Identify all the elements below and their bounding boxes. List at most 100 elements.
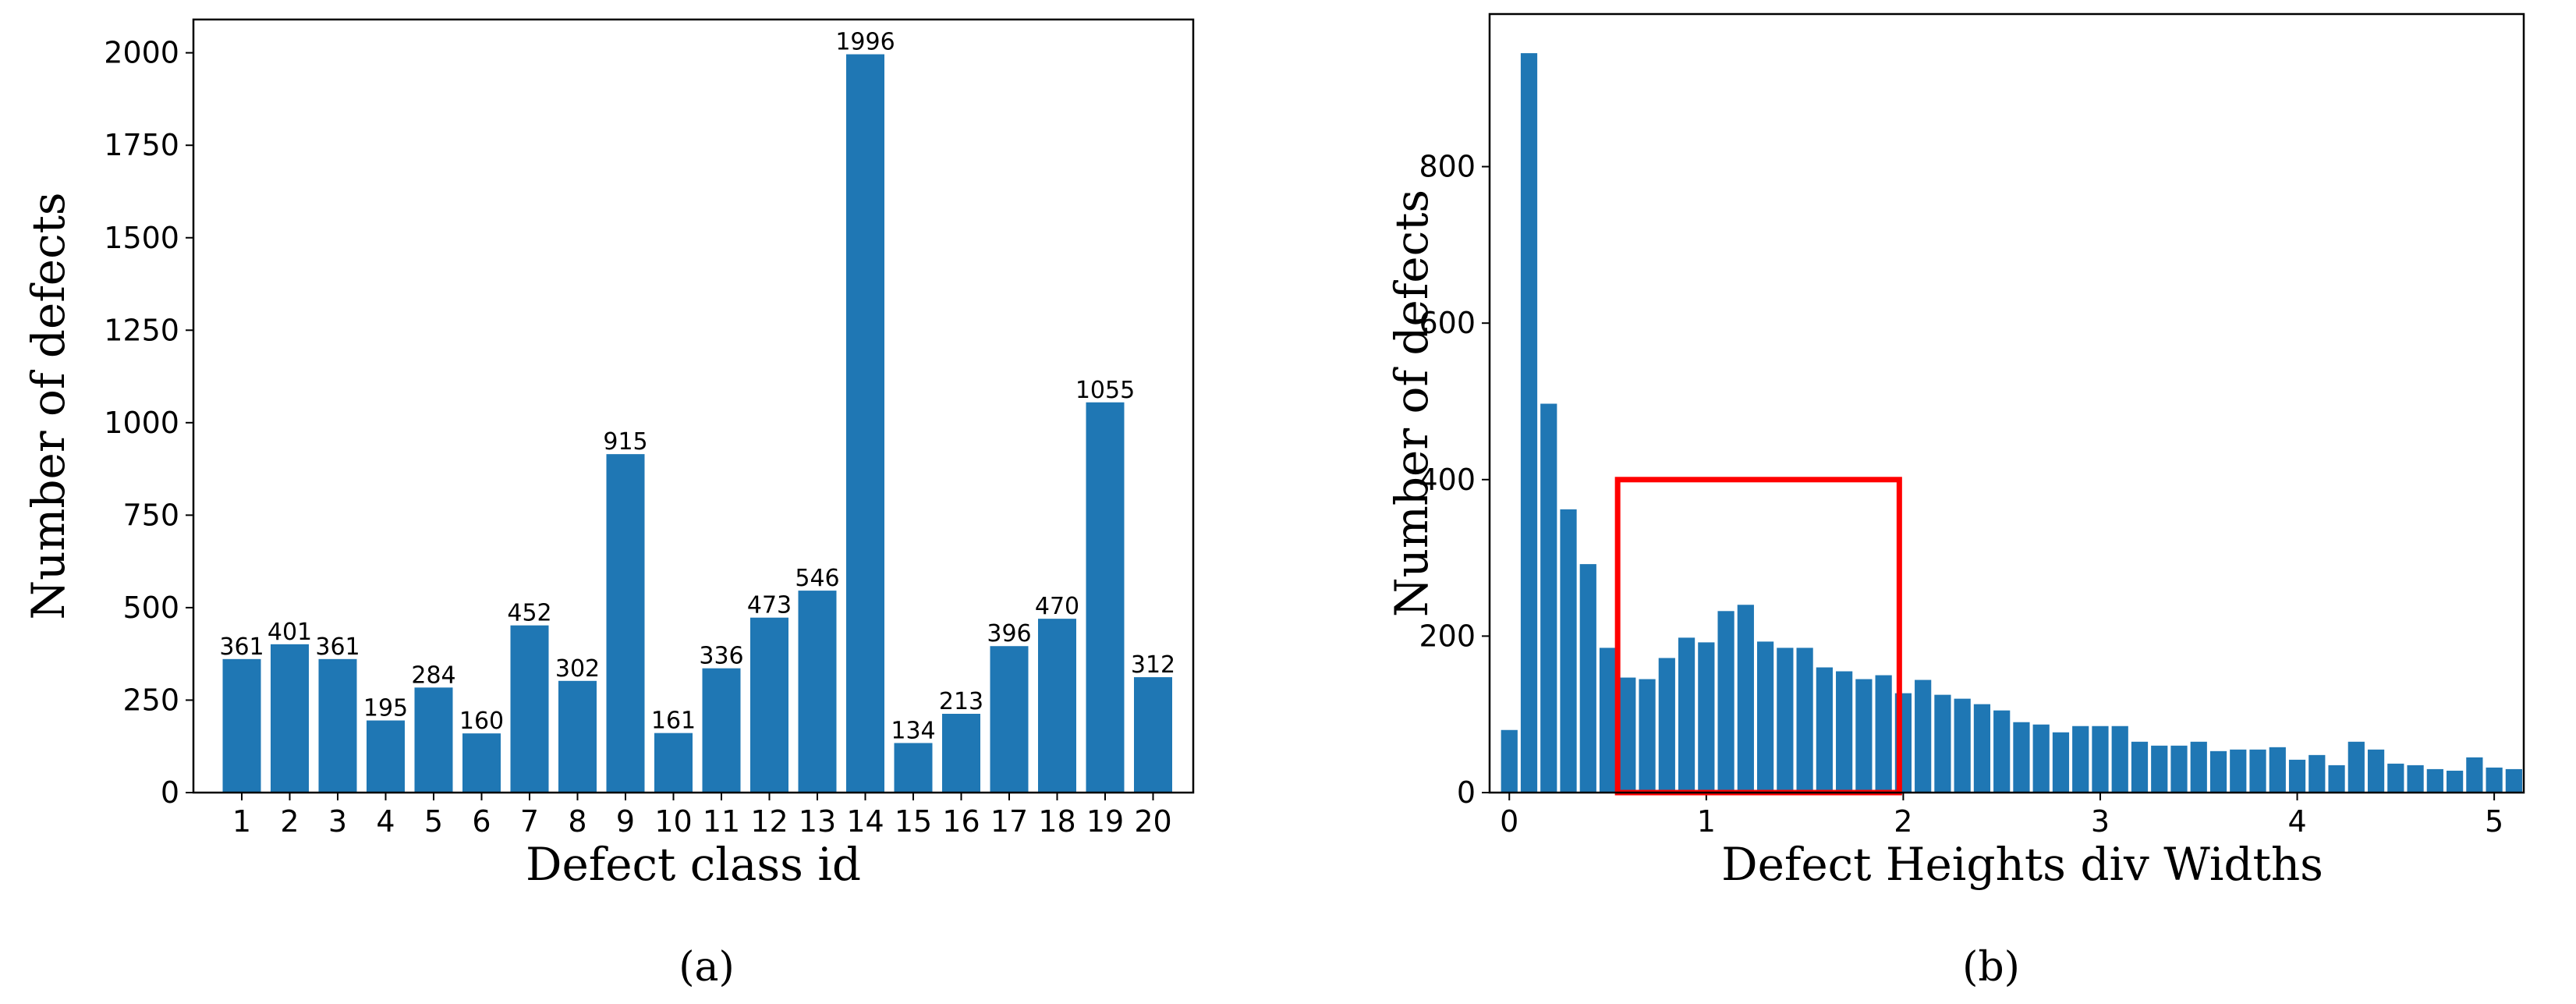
chart-a-data-label: 915 xyxy=(603,428,647,456)
chart-b-bar xyxy=(1520,53,1538,793)
chart-b-bar xyxy=(2111,726,2128,793)
chart-a-bar xyxy=(1134,677,1172,793)
chart-b-bar xyxy=(1993,710,2011,793)
chart-b-bars xyxy=(1501,53,2522,793)
chart-a-bar xyxy=(414,687,453,793)
chart-b-bar xyxy=(1698,642,1715,793)
chart-b-bar xyxy=(2486,767,2503,793)
chart-b-bar xyxy=(1836,671,1853,793)
chart-a-data-label: 1055 xyxy=(1075,377,1135,404)
chart-a-x-axis-label: Defect class id xyxy=(526,838,861,891)
chart-a-bars xyxy=(222,54,1172,793)
chart-b: 0 1 2 3 4 5 0 200 400 600 800 Defect Heights div … xyxy=(1385,12,2525,991)
chart-a-y-tick-label: 750 xyxy=(122,498,179,532)
chart-a-bar xyxy=(367,720,405,793)
chart-a-bar xyxy=(846,54,884,793)
chart-b-y-tick-label: 0 xyxy=(1457,775,1476,810)
chart-a-data-label: 452 xyxy=(507,600,551,627)
chart-b-x-ticks: 0 1 2 3 4 5 xyxy=(1500,793,2503,839)
chart-a-y-tick-label: 1000 xyxy=(104,406,179,440)
chart-b-bar xyxy=(1599,647,1617,793)
chart-a-bar xyxy=(1086,402,1125,793)
chart-b-bar xyxy=(2426,768,2443,793)
chart-a-x-tick-label: 1 xyxy=(232,804,251,839)
chart-a-x-tick-label: 4 xyxy=(376,804,395,839)
chart-b-bar xyxy=(2013,722,2030,793)
chart-b-bar xyxy=(2190,741,2207,793)
chart-a-bar xyxy=(942,714,980,793)
chart-b-bar xyxy=(1777,647,1794,793)
chart-a-data-label: 312 xyxy=(1131,651,1175,679)
chart-a-x-tick-label: 17 xyxy=(990,804,1028,839)
chart-a-x-tick-label: 10 xyxy=(654,804,692,839)
chart-a-bar xyxy=(222,658,261,793)
chart-a-data-label: 361 xyxy=(315,633,360,661)
chart-a-bar xyxy=(798,591,837,793)
chart-a-data-label: 361 xyxy=(219,633,264,661)
chart-b-bar xyxy=(2092,726,2109,793)
chart-b-bar xyxy=(1639,679,1656,793)
chart-b-bar xyxy=(1579,564,1596,793)
chart-b-bar xyxy=(1973,704,1991,793)
chart-b-bar xyxy=(2032,724,2050,793)
chart-b-bar xyxy=(1560,509,1577,793)
chart-b-x-tick-label: 2 xyxy=(1894,804,1912,839)
chart-a-y-tick-label: 1500 xyxy=(104,221,179,255)
chart-b-bar xyxy=(2269,747,2286,793)
chart-a: 3614013611952841604523029151613364735461… xyxy=(22,18,1195,991)
chart-a-bar xyxy=(894,743,933,793)
chart-b-bar xyxy=(2072,726,2089,793)
chart-b-bar xyxy=(1756,641,1774,793)
chart-b-bar xyxy=(2230,749,2247,793)
chart-a-y-tick-label: 2000 xyxy=(104,36,179,70)
chart-b-bar xyxy=(1796,647,1813,793)
chart-a-caption: (a) xyxy=(679,944,735,991)
chart-b-bar xyxy=(2446,770,2464,793)
chart-b-x-tick-label: 5 xyxy=(2485,804,2503,839)
chart-a-y-axis-label: Number of defects xyxy=(22,192,75,619)
chart-a-data-label: 396 xyxy=(987,620,1031,647)
chart-a-bar xyxy=(318,658,357,793)
chart-b-y-tick-label: 600 xyxy=(1419,306,1476,340)
chart-a-bar xyxy=(271,644,309,793)
chart-a-x-tick-label: 18 xyxy=(1038,804,1075,839)
chart-b-bar xyxy=(2151,745,2168,793)
chart-a-data-label: 160 xyxy=(459,708,504,735)
chart-b-bar xyxy=(1501,729,1518,793)
chart-a-data-label: 134 xyxy=(891,717,935,744)
chart-a-bar xyxy=(990,646,1029,793)
chart-a-x-tick-label: 6 xyxy=(472,804,491,839)
chart-b-bar xyxy=(2288,759,2306,793)
chart-a-x-tick-label: 20 xyxy=(1134,804,1171,839)
chart-b-bar xyxy=(1855,679,1873,793)
chart-a-bar xyxy=(462,733,501,793)
chart-b-bar xyxy=(2347,741,2365,793)
chart-b-bar xyxy=(1954,698,1971,793)
chart-b-x-tick-label: 3 xyxy=(2091,804,2110,839)
chart-a-x-tick-label: 11 xyxy=(703,804,740,839)
chart-a-x-tick-label: 9 xyxy=(616,804,635,839)
chart-a-x-tick-label: 12 xyxy=(750,804,788,839)
chart-b-x-tick-label: 0 xyxy=(1500,804,1518,839)
chart-b-bar xyxy=(2131,741,2149,793)
chart-a-data-label: 195 xyxy=(363,695,408,722)
chart-a-data-label: 401 xyxy=(268,619,312,646)
chart-a-data-label: 213 xyxy=(939,688,983,715)
chart-b-bar xyxy=(2505,768,2522,793)
chart-b-bar xyxy=(1658,658,1675,793)
chart-a-x-tick-label: 8 xyxy=(568,804,586,839)
chart-b-y-axis-label: Number of defects xyxy=(1385,190,1438,617)
chart-b-y-tick-label: 400 xyxy=(1419,463,1476,497)
chart-a-bar xyxy=(750,617,788,793)
chart-b-bar xyxy=(2407,765,2424,793)
chart-b-bar xyxy=(2466,757,2483,793)
chart-b-bar xyxy=(2387,763,2404,793)
chart-b-bar xyxy=(1915,679,1932,793)
chart-b-bar xyxy=(1717,611,1734,793)
chart-a-data-label: 284 xyxy=(411,662,455,689)
chart-a-plot-frame xyxy=(192,18,1195,794)
chart-b-y-tick-label: 800 xyxy=(1419,150,1476,184)
chart-a-x-tick-label: 7 xyxy=(520,804,539,839)
